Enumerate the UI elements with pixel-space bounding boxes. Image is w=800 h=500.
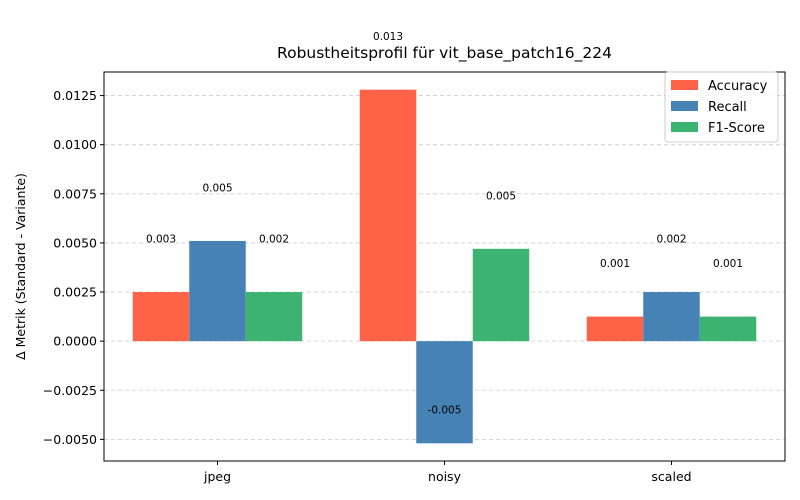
legend-label: Accuracy	[708, 79, 768, 94]
bar-f1-score-jpeg	[245, 292, 303, 342]
data-label: 0.003	[146, 233, 176, 245]
data-labels: 0.003 0.005 0.002 0.013 -0.005 0.005 0.001 0.00…	[146, 31, 743, 416]
bars	[132, 89, 757, 444]
legend-label: Recall	[708, 100, 747, 115]
bar-recall-jpeg	[189, 240, 246, 342]
y-tick-label: 0.0000	[53, 334, 97, 349]
data-label: 0.013	[373, 31, 403, 43]
bar-f1-score-scaled	[699, 316, 757, 342]
chart-title: Robustheitsprofil für vit_base_patch16_2…	[277, 44, 612, 63]
y-tick-label: 0.0100	[53, 137, 97, 152]
bar-recall-scaled	[643, 292, 700, 342]
legend: Accuracy Recall F1-Score	[664, 71, 779, 143]
legend-label: F1-Score	[708, 121, 765, 136]
y-tick-label: −0.0025	[43, 383, 97, 398]
data-label: 0.005	[486, 190, 516, 202]
x-tick-label: noisy	[428, 469, 462, 484]
bar-accuracy-noisy	[359, 89, 417, 342]
data-label: 0.001	[600, 258, 630, 270]
y-tick-label: 0.0025	[53, 285, 97, 300]
legend-swatch	[671, 122, 698, 132]
y-axis: −0.0050 −0.0025 0.0000 0.0025 0.0050 0.0075 0.…	[43, 88, 104, 447]
y-tick-label: 0.0050	[53, 235, 97, 250]
bar-f1-score-noisy	[472, 248, 530, 342]
x-tick-label: jpeg	[203, 469, 231, 484]
y-tick-label: 0.0075	[53, 186, 97, 201]
bar-accuracy-scaled	[586, 316, 644, 342]
data-label: 0.002	[656, 233, 686, 245]
data-label: -0.005	[428, 404, 462, 416]
legend-swatch	[671, 80, 698, 90]
x-axis: jpeg noisy scaled	[203, 461, 692, 484]
data-label: 0.002	[259, 233, 289, 245]
bar-recall-noisy	[416, 341, 473, 444]
y-tick-label: 0.0125	[53, 88, 97, 103]
x-tick-label: scaled	[651, 469, 691, 484]
y-axis-label: Δ Metrik (Standard - Variante)	[13, 173, 28, 360]
legend-swatch	[671, 101, 698, 111]
data-label: 0.005	[202, 182, 232, 194]
data-label: 0.001	[713, 258, 743, 270]
bar-accuracy-jpeg	[132, 292, 190, 342]
y-tick-label: −0.0050	[43, 432, 97, 447]
